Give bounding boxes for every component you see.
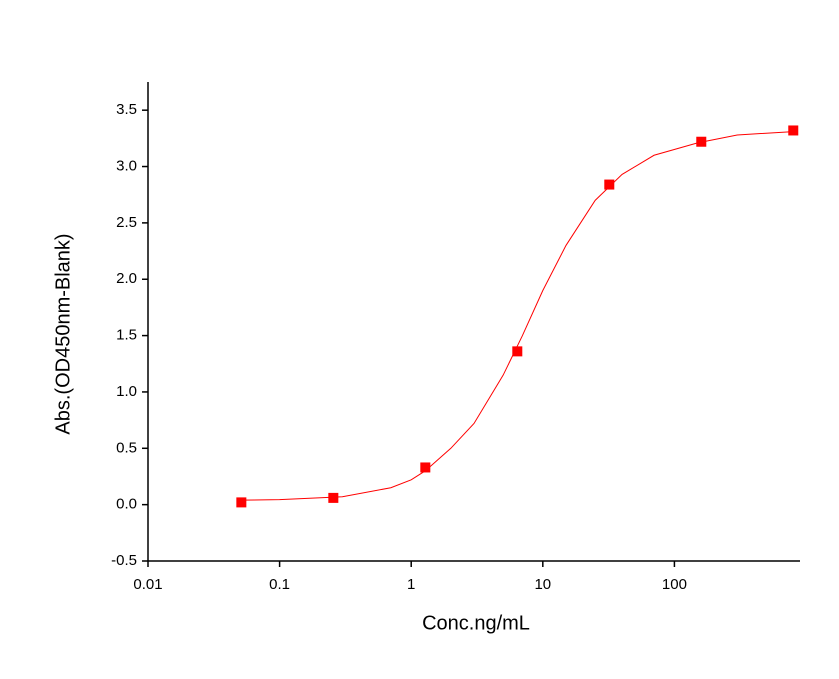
fit-curve: [241, 131, 794, 501]
y-tick-label: 3.5: [116, 101, 137, 118]
data-point: [512, 346, 523, 357]
x-tick-label: 0.1: [269, 576, 290, 593]
data-point: [420, 462, 431, 473]
x-tick-label: 100: [662, 576, 687, 593]
y-tick-label: 1.0: [116, 383, 137, 400]
data-point: [788, 125, 799, 136]
y-axis-title: Abs.(OD450nm-Blank): [52, 233, 74, 434]
y-tick-label: 2.0: [116, 270, 137, 287]
x-tick-label: 10: [534, 576, 551, 593]
data-point: [604, 179, 615, 190]
data-point: [236, 497, 247, 508]
y-tick-label: 0.5: [116, 439, 137, 456]
data-point: [328, 492, 339, 503]
x-tick-label: 1: [407, 576, 415, 593]
data-point: [696, 136, 707, 147]
x-axis-title: Conc.ng/mL: [422, 612, 530, 634]
y-tick-label: 1.5: [116, 327, 137, 344]
y-tick-label: 0.0: [116, 496, 137, 513]
y-tick-label: 2.5: [116, 214, 137, 231]
x-tick-label: 0.01: [133, 576, 162, 593]
y-tick-label: -0.5: [111, 552, 137, 569]
y-tick-label: 3.0: [116, 157, 137, 174]
